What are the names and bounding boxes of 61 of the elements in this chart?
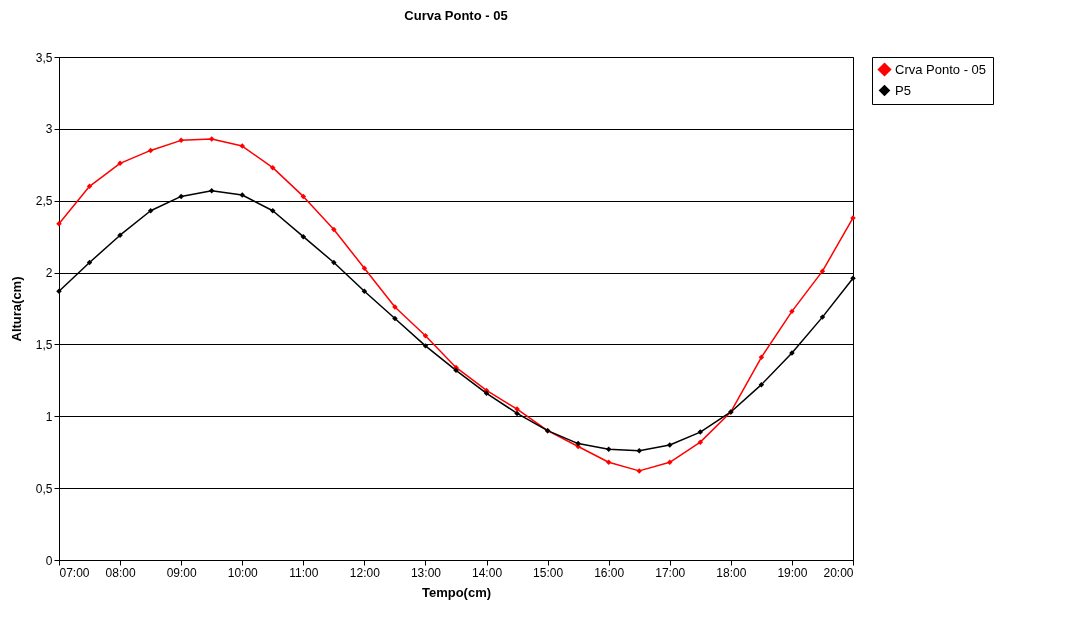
x-tick-label: 09:00 [166, 565, 197, 580]
point [789, 308, 795, 315]
point [697, 429, 704, 435]
y-tick-label: 0 [45, 553, 53, 568]
point [605, 446, 612, 453]
point [636, 448, 642, 454]
point [178, 193, 184, 200]
legend-label: P5 [895, 82, 911, 98]
x-tick-label: 11:00 [289, 565, 319, 580]
point [819, 268, 826, 274]
point [239, 192, 245, 198]
point [697, 439, 704, 445]
y-axis-title: Altura(cm) [8, 276, 24, 342]
x-tick-label: 14:00 [472, 565, 503, 580]
point [361, 265, 368, 271]
point [636, 468, 642, 474]
x-tick-label: 10:00 [227, 565, 259, 580]
y-tick-label: 1 [45, 409, 53, 424]
point [270, 164, 276, 171]
point [56, 220, 62, 227]
x-tick-label: 07:00 [59, 565, 90, 580]
point [208, 187, 215, 194]
point [239, 143, 245, 149]
x-axis-title: Tempo(cm) [421, 584, 492, 600]
y-tick-label: 2 [45, 266, 53, 281]
point [361, 288, 368, 294]
point [758, 354, 765, 361]
x-tick-label: 15:00 [533, 565, 564, 580]
x-tick-label: 18:00 [716, 565, 747, 580]
x-tick-label: 08:00 [105, 565, 136, 580]
point [422, 333, 429, 339]
point [208, 136, 215, 142]
x-tick-label: 17:00 [655, 565, 686, 580]
y-tick-label: 3 [45, 122, 53, 137]
point [758, 381, 765, 388]
y-tick-label: 0,5 [35, 481, 53, 496]
point [178, 137, 184, 144]
point [667, 459, 673, 466]
y-tick-label: 1,5 [35, 337, 53, 352]
point [270, 208, 276, 214]
point [300, 193, 307, 200]
point [422, 343, 429, 349]
point [147, 208, 154, 214]
x-tick-label: 12:00 [349, 565, 381, 580]
point [850, 275, 856, 282]
point [331, 226, 337, 233]
chart-title: Curva Ponto - 05 [404, 8, 508, 23]
y-tick-label: 2,5 [35, 194, 53, 209]
x-tick-label: 13:00 [410, 565, 442, 580]
point [300, 233, 307, 240]
x-tick-label: 19:00 [777, 565, 808, 580]
point [514, 410, 520, 417]
legend-label: Crva Ponto - 05 [895, 61, 987, 77]
y-tick-label: 3,5 [35, 50, 53, 65]
x-tick-label: 20:00 [823, 565, 854, 580]
point [331, 259, 337, 266]
x-tick-label: 16:00 [594, 565, 625, 580]
point [819, 314, 826, 320]
point [117, 160, 123, 167]
point [605, 459, 612, 466]
point [392, 315, 398, 322]
